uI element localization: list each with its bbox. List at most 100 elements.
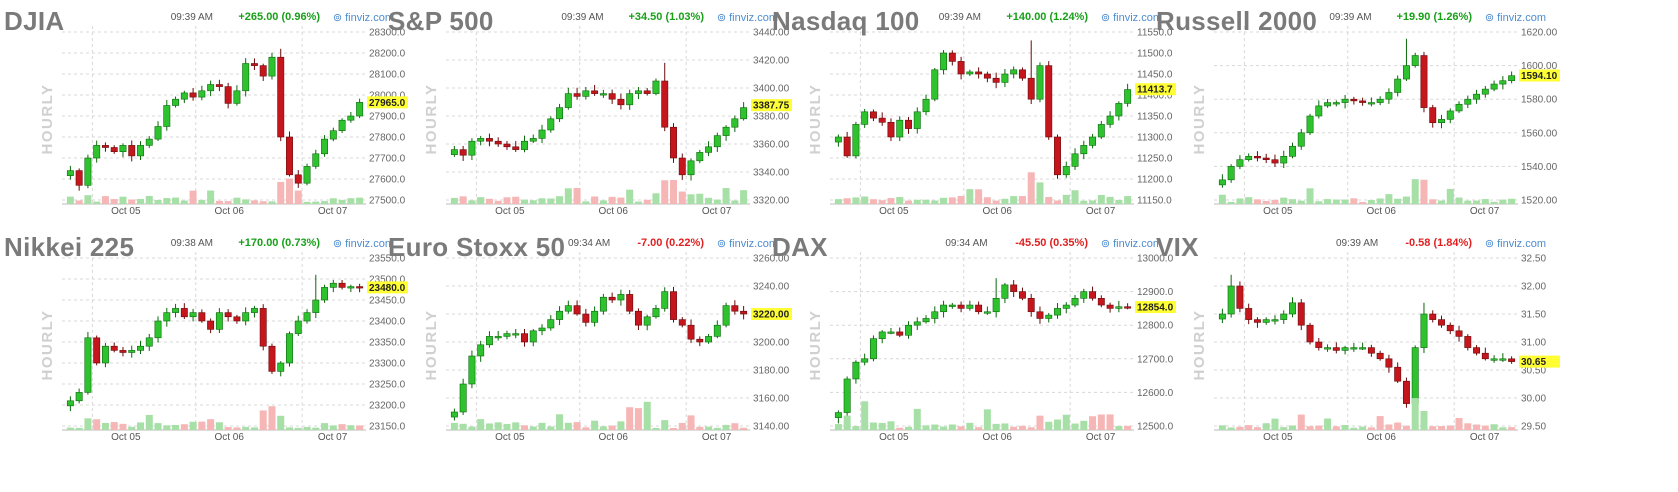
source-link[interactable]: ⊚ finviz.com bbox=[717, 237, 778, 250]
candle-body bbox=[66, 400, 74, 407]
volume-bar bbox=[966, 189, 974, 204]
candle-body bbox=[1499, 80, 1507, 85]
volume-bar bbox=[294, 190, 302, 204]
candle-body bbox=[485, 336, 493, 346]
candle-body bbox=[1473, 93, 1481, 100]
candle-body bbox=[1089, 136, 1097, 146]
volume-bar bbox=[75, 200, 83, 204]
chart-panel-euro-stoxx-50[interactable]: 3140.00 3160.00 3180.00 3200.00 3220.00 3240.… bbox=[384, 226, 792, 461]
source-link[interactable]: ⊚ finviz.com bbox=[1101, 11, 1162, 24]
candlestick-chart[interactable]: 3140.00 3160.00 3180.00 3200.00 3220.00 3240.… bbox=[384, 226, 792, 461]
candlestick-chart[interactable]: 12500.0 12600.0 12700.0 12800.0 12900.0 13000… bbox=[768, 226, 1176, 461]
volume-bar bbox=[1508, 198, 1516, 204]
source-link[interactable]: ⊚ finviz.com bbox=[1101, 237, 1162, 250]
candle-body bbox=[172, 98, 180, 106]
y-tick-label: 11550.0 bbox=[1137, 28, 1173, 39]
timeframe-label: HOURLY bbox=[1191, 310, 1208, 381]
x-tick-label: Oct 07 bbox=[1470, 206, 1500, 217]
volume-bar bbox=[617, 197, 625, 204]
source-label: finviz.com bbox=[729, 238, 778, 250]
volume-bar bbox=[957, 196, 965, 204]
source-label: finviz.com bbox=[1497, 238, 1546, 250]
candlestick-chart[interactable]: 3320.00 3340.00 3360.00 3380.00 3400.00 3420.… bbox=[384, 0, 792, 235]
candle-body bbox=[992, 77, 1000, 83]
chart-panel-vix[interactable]: 29.50 30.00 30.50 31.00 31.50 32.00 32.50 Oct 0… bbox=[1152, 226, 1560, 461]
candle-body bbox=[1324, 347, 1332, 350]
chart-title[interactable]: Nasdaq 100 bbox=[772, 6, 920, 36]
candle-body bbox=[696, 152, 704, 162]
candlestick-chart[interactable]: 29.50 30.00 30.50 31.00 31.50 32.00 32.50 Oct 0… bbox=[1152, 226, 1560, 461]
y-tick-label: 3400.00 bbox=[753, 84, 790, 95]
volume-bar bbox=[1010, 426, 1018, 430]
candle-body bbox=[905, 119, 912, 129]
volume-bar bbox=[163, 425, 171, 430]
source-link[interactable]: ⊚ finviz.com bbox=[717, 11, 778, 24]
volume-bar bbox=[696, 426, 704, 430]
source-link[interactable]: ⊚ finviz.com bbox=[1485, 11, 1546, 24]
candle-body bbox=[966, 71, 974, 75]
volume-bar bbox=[1071, 423, 1079, 430]
candle-body bbox=[1367, 347, 1375, 354]
chart-title[interactable]: Euro Stoxx 50 bbox=[388, 232, 566, 262]
volume-bar bbox=[1245, 425, 1253, 430]
chart-title[interactable]: Nikkei 225 bbox=[4, 232, 135, 262]
candle-body bbox=[1080, 291, 1088, 299]
candle-body bbox=[477, 138, 485, 142]
candlestick-chart[interactable]: 11150.0 11200.0 11250.0 11300.0 11350.0 11400… bbox=[768, 0, 1176, 235]
volume-bar bbox=[1262, 201, 1270, 204]
candle-body bbox=[294, 174, 302, 184]
volume-bar bbox=[1324, 418, 1332, 430]
chart-title[interactable]: S&P 500 bbox=[388, 6, 494, 36]
last-price-label: 27965.0 bbox=[369, 98, 406, 109]
candle-body bbox=[687, 324, 695, 340]
y-tick-label: 23250.0 bbox=[369, 380, 406, 391]
candle-body bbox=[198, 312, 206, 322]
source-link[interactable]: ⊚ finviz.com bbox=[1485, 237, 1546, 250]
volume-bar bbox=[713, 427, 721, 430]
candle-body bbox=[1245, 308, 1253, 320]
x-tick-label: Oct 07 bbox=[318, 206, 348, 217]
candle-body bbox=[975, 71, 983, 75]
chart-panel-sandp-500[interactable]: 3320.00 3340.00 3360.00 3380.00 3400.00 3420.… bbox=[384, 0, 792, 235]
source-link[interactable]: ⊚ finviz.com bbox=[333, 11, 394, 24]
chart-panel-djia[interactable]: 27500.0 27600.0 27700.0 27800.0 27900.0 28000… bbox=[0, 0, 408, 235]
volume-bar bbox=[1062, 194, 1070, 204]
candle-body bbox=[529, 138, 537, 142]
volume-bar bbox=[843, 415, 851, 430]
chart-title[interactable]: DAX bbox=[772, 232, 828, 262]
candle-body bbox=[468, 140, 476, 156]
volume-bar bbox=[1001, 423, 1009, 430]
chart-title[interactable]: VIX bbox=[1156, 232, 1199, 262]
candle-body bbox=[834, 412, 842, 418]
volume-bar bbox=[119, 423, 127, 430]
chart-title[interactable]: Russell 2000 bbox=[1156, 6, 1318, 36]
chart-panel-nasdaq-100[interactable]: 11150.0 11200.0 11250.0 11300.0 11350.0 11400… bbox=[768, 0, 1176, 235]
candle-body bbox=[172, 308, 180, 313]
candlestick-chart[interactable]: 27500.0 27600.0 27700.0 27800.0 27900.0 28000… bbox=[0, 0, 408, 235]
y-tick-label: 1600.00 bbox=[1521, 61, 1558, 72]
volume-bar bbox=[1227, 427, 1235, 430]
y-tick-label: 12700.0 bbox=[1137, 354, 1174, 365]
candle-body bbox=[852, 361, 860, 380]
volume-bar bbox=[1446, 188, 1454, 204]
candle-body bbox=[1332, 347, 1340, 351]
y-tick-label: 3180.00 bbox=[753, 366, 790, 377]
chart-panel-russell-2000[interactable]: 1520.00 1540.00 1560.00 1580.00 1600.00 1620.… bbox=[1152, 0, 1560, 235]
candle-body bbox=[1446, 324, 1454, 332]
candlestick-chart[interactable]: 1520.00 1540.00 1560.00 1580.00 1600.00 1620.… bbox=[1152, 0, 1560, 235]
candlestick-chart[interactable]: 23150.0 23200.0 23250.0 23300.0 23350.0 23400… bbox=[0, 226, 408, 461]
volume-bar bbox=[1437, 200, 1446, 204]
volume-bar bbox=[1288, 425, 1297, 430]
candle-body bbox=[608, 93, 616, 100]
chart-panel-dax[interactable]: 12500.0 12600.0 12700.0 12800.0 12900.0 13000… bbox=[768, 226, 1176, 461]
chart-title[interactable]: DJIA bbox=[4, 6, 65, 36]
volume-bar bbox=[1080, 200, 1088, 204]
source-label: finviz.com bbox=[1113, 238, 1162, 250]
chart-panel-nikkei-225[interactable]: 23150.0 23200.0 23250.0 23300.0 23350.0 23400… bbox=[0, 226, 408, 461]
volume-bar bbox=[1385, 424, 1393, 430]
volume-bar bbox=[913, 199, 921, 204]
volume-bar bbox=[259, 201, 267, 204]
last-price-highlight bbox=[1135, 301, 1176, 314]
source-link[interactable]: ⊚ finviz.com bbox=[333, 237, 394, 250]
candle-body bbox=[250, 308, 258, 313]
